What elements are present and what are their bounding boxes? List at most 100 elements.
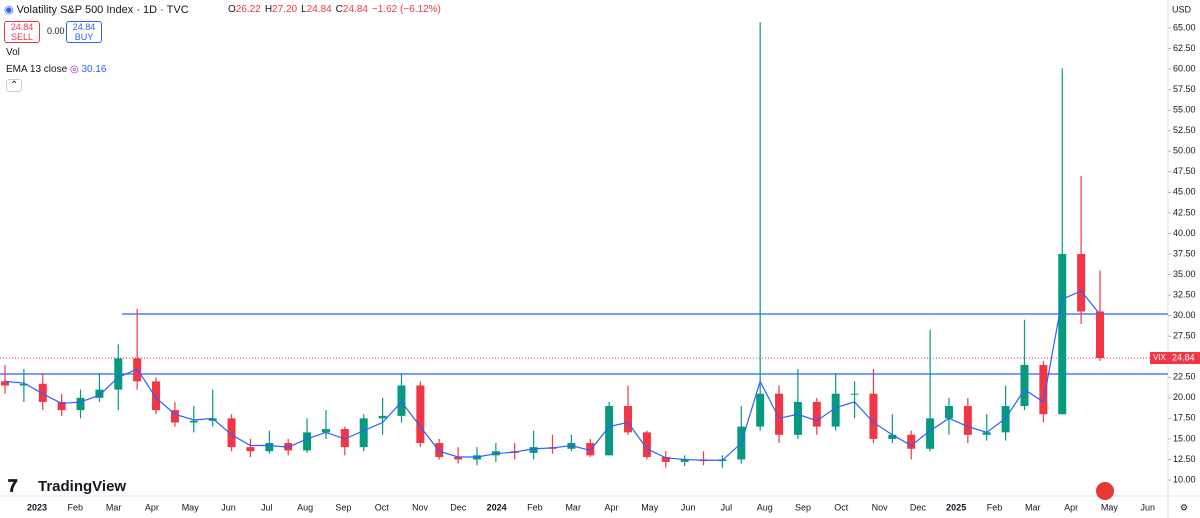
candle-body: [529, 447, 538, 453]
x-tick-label: May: [182, 502, 200, 512]
candle-body: [926, 418, 935, 449]
ema-icon: ◎: [69, 64, 79, 75]
x-tick-label: Mar: [106, 502, 122, 512]
candle-body: [1001, 406, 1010, 433]
y-tick-label: 22.50: [1173, 372, 1196, 382]
candle-body: [756, 393, 765, 427]
candle-body: [1, 381, 9, 386]
candle-body: [38, 383, 47, 402]
ohlc-item: H: [264, 4, 273, 15]
symbol[interactable]: ◉ Volatility S&P 500 Index · 1D · TVC: [4, 3, 189, 16]
vol-label[interactable]: Vol: [6, 47, 20, 58]
candle-body: [397, 385, 406, 416]
candle-body: [888, 434, 897, 439]
sell-button[interactable]: 24.84 SELL: [4, 21, 40, 43]
x-tick-label: Jun: [221, 502, 236, 512]
last-price-label: 24.84: [1172, 352, 1195, 362]
candle-body: [605, 406, 614, 456]
candle-body: [19, 383, 28, 386]
x-tick-label: Mar: [565, 502, 581, 512]
x-tick-label: Sep: [795, 502, 811, 512]
x-tick-label: Nov: [872, 502, 889, 512]
x-tick-label: Feb: [68, 502, 84, 512]
candle-body: [114, 358, 123, 390]
x-tick-label: Oct: [375, 502, 390, 512]
x-tick-label: Aug: [297, 502, 313, 512]
logo-mark: 𝟕: [8, 476, 18, 495]
x-tick-label: Jun: [1140, 502, 1155, 512]
settings-icon[interactable]: ⚙: [1180, 502, 1188, 512]
candle-body: [1058, 254, 1067, 415]
candle-body: [812, 401, 821, 427]
sell-price: 24.84: [10, 22, 34, 32]
x-tick-label: Aug: [757, 502, 773, 512]
x-tick-label: Jul: [721, 502, 733, 512]
x-tick-label: 2025: [946, 502, 966, 512]
x-tick-label: Jul: [261, 502, 273, 512]
y-tick-label: 30.00: [1173, 310, 1196, 320]
candle-body: [1020, 364, 1029, 407]
y-tick-label: 37.50: [1173, 248, 1196, 258]
candle-body: [869, 393, 878, 439]
ohlc-item: C: [335, 4, 343, 15]
x-tick-label: 2023: [27, 502, 47, 512]
y-tick-label: 20.00: [1173, 392, 1196, 402]
sell-label: SELL: [10, 32, 34, 42]
candle-body: [340, 429, 349, 448]
x-tick-label: Apr: [1064, 502, 1078, 512]
candle-body: [1039, 364, 1048, 415]
y-tick-label: 35.00: [1173, 269, 1196, 279]
y-tick-label: 57.50: [1173, 84, 1196, 94]
candle-body: [246, 447, 255, 452]
candle-body: [1077, 254, 1086, 312]
buy-button[interactable]: 24.84 BUY: [66, 21, 102, 43]
y-tick-label: 15.00: [1173, 433, 1196, 443]
candle-body: [303, 432, 312, 451]
flag: ◉: [4, 4, 14, 16]
event-icon[interactable]: [1096, 482, 1114, 500]
ema-label: EMA 13 close: [6, 64, 68, 75]
y-tick-label: 55.00: [1173, 105, 1196, 115]
candle-body: [57, 401, 66, 411]
x-tick-label: Dec: [450, 502, 467, 512]
symbol-title: Volatility S&P 500 Index · 1D · TVC: [16, 4, 189, 16]
y-tick-label: 17.50: [1173, 413, 1196, 423]
candle-body: [775, 393, 784, 435]
x-tick-label: Apr: [145, 502, 159, 512]
candle-body: [624, 406, 633, 433]
candle-body: [982, 432, 991, 435]
candle-body: [95, 389, 104, 398]
candle-body: [680, 459, 689, 462]
candle-body: [378, 415, 387, 419]
y-tick-label: 32.50: [1173, 289, 1196, 299]
candle-body: [435, 443, 444, 457]
currency: USD: [1172, 4, 1192, 14]
x-tick-label: Apr: [604, 502, 618, 512]
ohlc-item: 24.84: [306, 4, 332, 15]
candle-body: [963, 406, 972, 435]
y-tick-label: 27.50: [1173, 331, 1196, 341]
ohlc-item: 26.22: [235, 4, 261, 15]
ema-legend[interactable]: EMA 13 close ◎ 30.16: [6, 64, 106, 75]
y-tick-label: 10.00: [1173, 474, 1196, 484]
candle-body: [944, 406, 953, 419]
ohlc-item: O: [228, 4, 236, 15]
candle-body: [416, 385, 425, 444]
candle-body: [321, 429, 330, 433]
candle-body: [189, 420, 198, 423]
collapse-button[interactable]: ⌃: [6, 79, 23, 92]
candle-body: [1096, 311, 1104, 359]
candle-body: [907, 434, 916, 449]
candle-body: [359, 418, 368, 448]
candle-body: [661, 456, 670, 462]
candle-body: [793, 401, 802, 435]
candle-body: [152, 381, 161, 411]
candle-body: [170, 410, 179, 423]
y-tick-label: 12.50: [1173, 454, 1196, 464]
x-tick-label: Sep: [335, 502, 351, 512]
ema-value: 30.16: [81, 64, 107, 75]
buy-label: BUY: [74, 32, 94, 42]
x-tick-label: Dec: [910, 502, 927, 512]
candle-body: [642, 432, 651, 457]
